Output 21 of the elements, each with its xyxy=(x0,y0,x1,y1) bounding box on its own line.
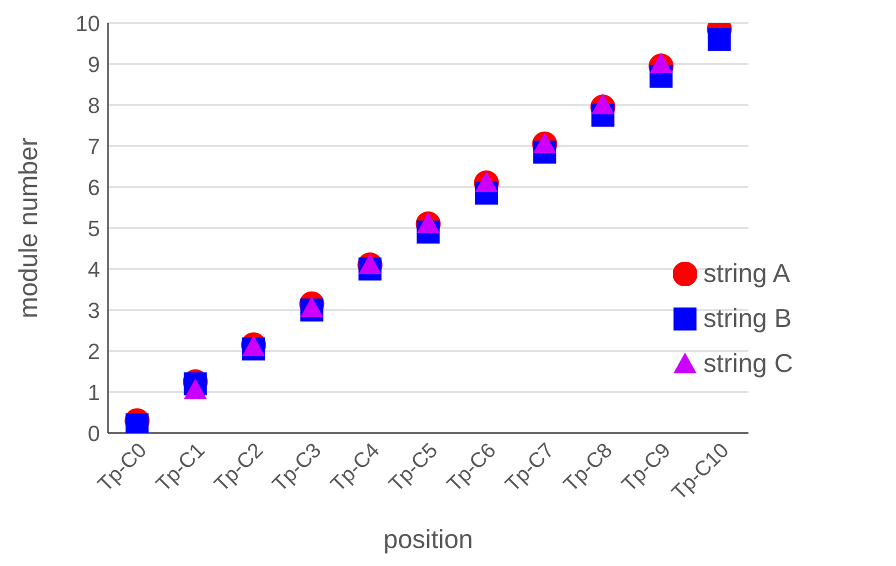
y-tick-label: 5 xyxy=(88,216,100,241)
y-tick-label: 6 xyxy=(88,174,100,200)
x-axis-title: position xyxy=(383,524,474,554)
legend-label: string B xyxy=(703,303,792,334)
y-tick-label: 10 xyxy=(76,10,100,36)
y-axis-title: module number xyxy=(13,137,44,318)
point xyxy=(184,378,207,400)
point xyxy=(708,28,731,51)
point xyxy=(591,94,614,114)
y-tick-label: 7 xyxy=(88,134,100,159)
y-tick-label: 8 xyxy=(88,92,100,118)
y-tick-label: 2 xyxy=(88,338,100,364)
y-tick-label: 9 xyxy=(88,52,100,77)
legend-label: string A xyxy=(703,258,790,289)
y-tick-label: 1 xyxy=(88,380,100,405)
y-tick-label: 0 xyxy=(88,420,100,446)
legend-label: string C xyxy=(703,348,793,379)
point xyxy=(300,296,324,318)
y-tick-label: 3 xyxy=(88,298,100,323)
point xyxy=(650,52,673,74)
y-tick-label: 4 xyxy=(88,256,100,282)
